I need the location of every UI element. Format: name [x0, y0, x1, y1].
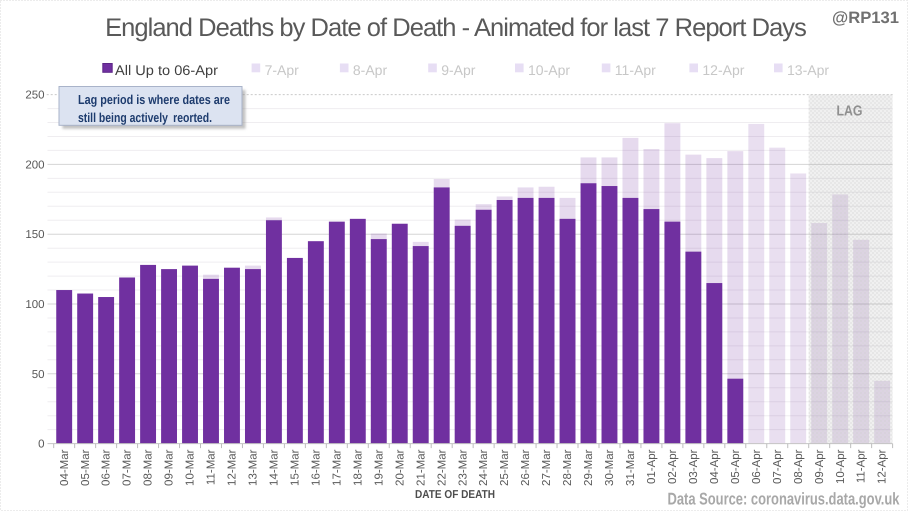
svg-text:13-Apr: 13-Apr [787, 62, 829, 78]
svg-text:Data Source: coronavirus.data.: Data Source: coronavirus.data.gov.uk [668, 490, 900, 509]
svg-text:12-Apr: 12-Apr [877, 449, 889, 484]
svg-text:04-Mar: 04-Mar [59, 449, 71, 486]
svg-text:07-Mar: 07-Mar [122, 449, 134, 486]
svg-text:02-Apr: 02-Apr [667, 449, 679, 484]
svg-text:21-Mar: 21-Mar [415, 449, 427, 486]
svg-text:0: 0 [38, 439, 44, 451]
svg-text:23-Mar: 23-Mar [457, 449, 469, 486]
svg-text:01-Apr: 01-Apr [646, 449, 658, 484]
svg-text:03-Apr: 03-Apr [688, 449, 700, 484]
svg-text:All Up to 06-Apr: All Up to 06-Apr [115, 62, 218, 78]
svg-text:11-Mar: 11-Mar [206, 449, 218, 485]
svg-text:15-Mar: 15-Mar [290, 449, 302, 486]
svg-text:16-Mar: 16-Mar [311, 449, 323, 486]
svg-text:10-Mar: 10-Mar [185, 449, 197, 486]
svg-text:17-Mar: 17-Mar [331, 449, 343, 486]
svg-text:29-Mar: 29-Mar [583, 449, 595, 486]
svg-text:20-Mar: 20-Mar [394, 449, 406, 486]
svg-text:200: 200 [25, 159, 44, 171]
svg-text:28-Mar: 28-Mar [562, 449, 574, 486]
svg-text:24-Mar: 24-Mar [478, 449, 490, 486]
svg-text:31-Mar: 31-Mar [625, 449, 637, 486]
svg-text:05-Mar: 05-Mar [80, 449, 92, 486]
svg-text:7-Apr: 7-Apr [265, 62, 300, 78]
svg-text:04-Apr: 04-Apr [709, 449, 721, 484]
svg-text:09-Mar: 09-Mar [164, 449, 176, 486]
svg-text:14-Mar: 14-Mar [269, 449, 281, 486]
svg-text:26-Mar: 26-Mar [520, 449, 532, 486]
svg-text:12-Apr: 12-Apr [702, 62, 744, 78]
svg-text:@RP131: @RP131 [832, 9, 899, 27]
svg-text:12-Mar: 12-Mar [227, 449, 239, 486]
svg-text:18-Mar: 18-Mar [352, 449, 364, 486]
svg-text:07-Apr: 07-Apr [772, 449, 784, 484]
svg-text:05-Apr: 05-Apr [730, 449, 742, 484]
svg-text:LAG: LAG [837, 104, 863, 120]
svg-text:30-Mar: 30-Mar [604, 449, 616, 486]
svg-text:11-Apr: 11-Apr [856, 449, 868, 483]
svg-text:06-Mar: 06-Mar [101, 449, 113, 486]
svg-text:13-Mar: 13-Mar [248, 449, 260, 486]
svg-text:DATE OF DEATH: DATE OF DEATH [415, 489, 495, 501]
svg-text:10-Apr: 10-Apr [835, 449, 847, 484]
svg-text:250: 250 [25, 90, 44, 102]
svg-text:9-Apr: 9-Apr [441, 62, 476, 78]
svg-text:England Deaths by Date of Deat: England Deaths by Date of Death - Animat… [105, 14, 806, 42]
svg-text:8-Apr: 8-Apr [353, 62, 388, 78]
svg-text:27-Mar: 27-Mar [541, 449, 553, 486]
svg-text:08-Apr: 08-Apr [793, 449, 805, 484]
svg-text:08-Mar: 08-Mar [143, 449, 155, 486]
svg-text:06-Apr: 06-Apr [751, 449, 763, 484]
svg-text:50: 50 [32, 369, 45, 381]
svg-text:100: 100 [25, 299, 44, 311]
svg-text:09-Apr: 09-Apr [814, 449, 826, 484]
svg-text:150: 150 [25, 229, 44, 241]
svg-text:still being actively reorted.: still being actively reorted. [78, 110, 212, 125]
svg-text:10-Apr: 10-Apr [528, 62, 570, 78]
svg-text:Lag period is where dates are: Lag period is where dates are [78, 92, 230, 107]
svg-text:22-Mar: 22-Mar [436, 449, 448, 486]
svg-text:11-Apr: 11-Apr [615, 62, 656, 78]
svg-text:25-Mar: 25-Mar [499, 449, 511, 486]
svg-text:19-Mar: 19-Mar [373, 449, 385, 486]
